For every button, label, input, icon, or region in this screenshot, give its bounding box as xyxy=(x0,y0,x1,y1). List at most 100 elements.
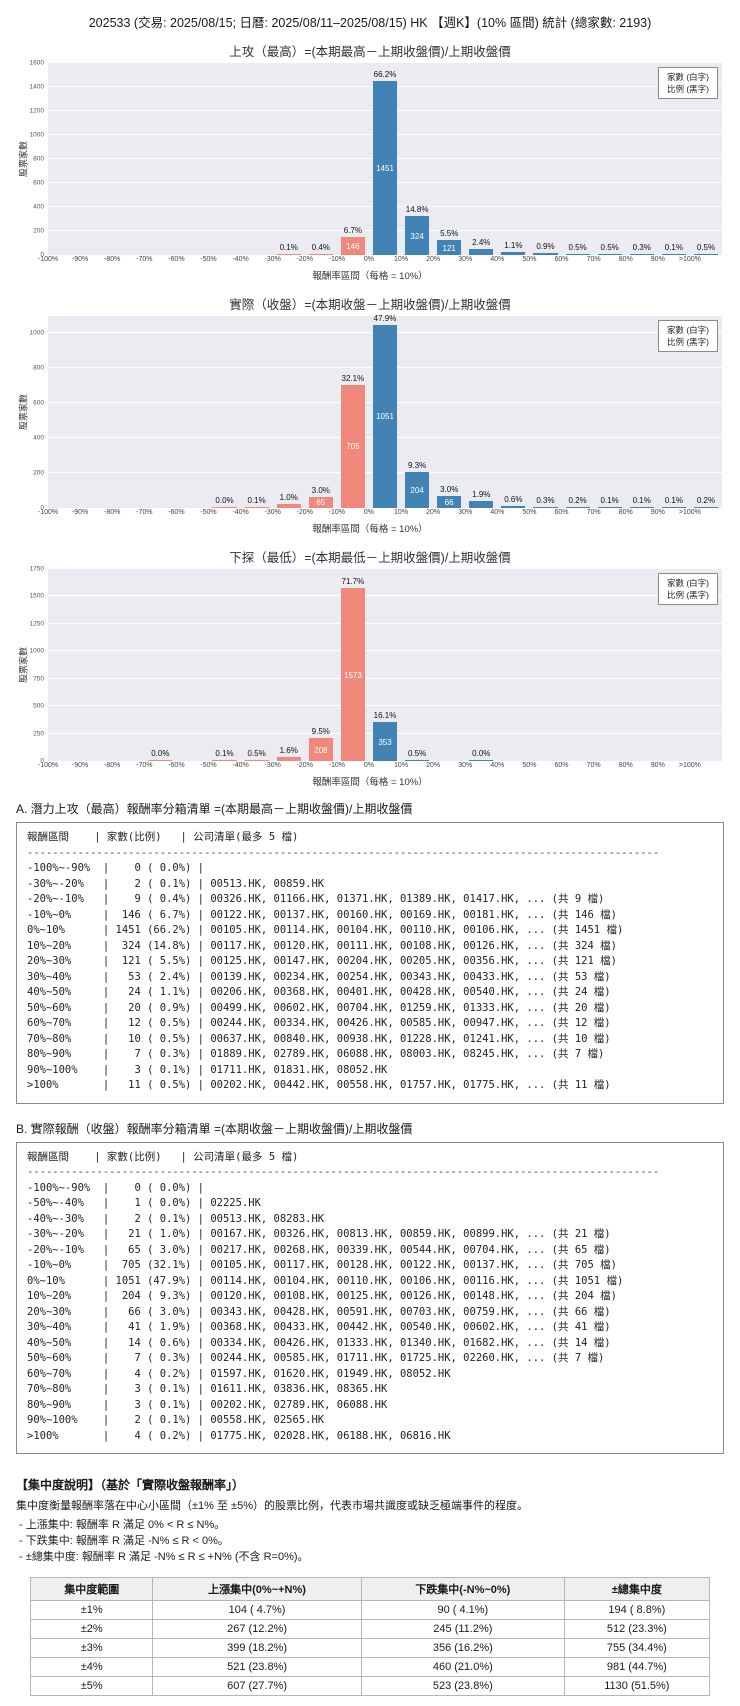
x-tick-label: -90% xyxy=(71,762,89,769)
list-row: 60%~70% | 4 ( 0.2%) | 01597.HK, 01620.HK… xyxy=(27,1367,451,1380)
chart-actual-close: 實際（收盤）=(本期收盤－上期收盤價)/上期收盤價 股票家數 0 200 400 600 8… xyxy=(6,294,734,535)
bar-0% xyxy=(372,722,398,761)
bar->100% xyxy=(693,506,718,508)
x-tick-label: 70% xyxy=(586,509,601,516)
x-tick-label: 30% xyxy=(458,762,473,769)
legend: 家數 (白字) 比例 (黑字) xyxy=(657,573,718,605)
legend-entry: 家數 (白字) xyxy=(666,325,709,335)
list-row: 20%~30% | 66 ( 3.0%) | 00343.HK, 00428.H… xyxy=(27,1305,611,1318)
x-tick-label: 10% xyxy=(394,256,409,263)
bar-30% xyxy=(469,500,494,508)
bar-percent-label: 16.1% xyxy=(373,711,397,721)
table-cell: 104 ( 4.7%) xyxy=(152,1600,362,1620)
list-row: -20%~-10% | 9 ( 0.4%) | 00326.HK, 01166.… xyxy=(27,893,605,905)
x-tick-label: -50% xyxy=(200,762,217,769)
bar->100% xyxy=(693,253,718,255)
x-tick-label: 80% xyxy=(618,256,633,263)
bar-count-label: 66 xyxy=(444,498,454,507)
section-a: A. 潛力上攻（最高）報酬率分箱清單 =(本期最高－上期收盤價)/上期收盤價 報… xyxy=(16,800,724,1104)
concentration-description: 集中度衡量報酬率落在中心小區間（±1% 至 ±5%）的股票比例，代表市場共識度或… xyxy=(16,1500,528,1512)
bar-20% xyxy=(437,496,462,508)
x-tick-label: 90% xyxy=(650,762,665,769)
section-b-columns: 報酬區間 | 家數(比例) | 公司清單(最多 5 檔) xyxy=(27,1150,299,1163)
x-tick-label: -60% xyxy=(168,762,185,769)
legend-entry: 比例 (黑字) xyxy=(666,337,709,347)
concentration-table: 集中度範圍 上漲集中(0%~+N%) 下跌集中(-N%~0%) ±總集中度 ±1% 104… xyxy=(30,1577,710,1696)
x-tick-label: -60% xyxy=(168,256,185,263)
x-tick-label: 70% xyxy=(586,256,601,263)
x-tick-label: 70% xyxy=(586,762,601,769)
x-tick-label: 40% xyxy=(490,509,505,516)
list-row: 70%~80% | 3 ( 0.1%) | 01611.HK, 03836.HK… xyxy=(27,1383,388,1395)
x-tick-label: -100% xyxy=(37,256,59,263)
bar-50% xyxy=(533,252,558,255)
list-row: 40%~50% | 14 ( 0.6%) | 00334.HK, 00426.H… xyxy=(27,1336,611,1349)
x-tick-label: -20% xyxy=(296,509,313,516)
list-row: 50%~60% | 20 ( 0.9%) | 00499.HK, 00602.H… xyxy=(27,1001,611,1014)
bar--10% xyxy=(340,237,365,255)
bar-90% xyxy=(661,253,686,255)
section-b: B. 實際報酬（收盤）報酬率分箱清單 =(本期收盤－上期收盤價)/上期收盤價 報… xyxy=(16,1120,724,1454)
table-cell: 356 (16.2%) xyxy=(360,1638,565,1658)
legend: 家數 (白字) 比例 (黑字) xyxy=(657,320,718,352)
bar-30% xyxy=(469,759,494,761)
table-cell: 981 (44.7%) xyxy=(563,1657,710,1677)
bar--30% xyxy=(276,253,301,255)
bar-percent-label: 0.1% xyxy=(664,495,683,505)
gridline xyxy=(48,705,722,707)
list-row: 0%~10% | 1451 (66.2%) | 00105.HK, 00114.… xyxy=(27,924,624,936)
legend-entry: 比例 (黑字) xyxy=(666,84,709,94)
bar-count-label: 324 xyxy=(410,231,424,241)
bar-percent-label: 0.5% xyxy=(568,242,587,252)
bar--50% xyxy=(212,759,237,761)
bar-percent-label: 3.0% xyxy=(311,485,330,495)
x-tick-label: 20% xyxy=(426,762,441,769)
y-tick-label: 1000 xyxy=(29,329,44,337)
bar-count-label: 1573 xyxy=(343,670,362,680)
x-tick-label: -40% xyxy=(232,509,249,516)
x-tick-label: 50% xyxy=(522,509,537,516)
bar-percent-label: 6.7% xyxy=(343,226,363,236)
bar-60% xyxy=(565,506,590,508)
y-tick-label: 250 xyxy=(33,730,44,738)
bar-count-label: 121 xyxy=(442,243,456,253)
table-cell: 194 ( 8.8%) xyxy=(563,1600,710,1620)
section-a-columns: 報酬區間 | 家數(比例) | 公司清單(最多 5 檔) xyxy=(27,831,299,843)
chart-downside-low: 下探（最低）=(本期最低－上期收盤價)/上期收盤價 股票家數 0 250 500 750 1… xyxy=(6,547,734,788)
table-row: ±1% 104 ( 4.7%) 90 ( 4.1%) 194 ( 8.8%) xyxy=(30,1600,710,1620)
x-tick-label: -80% xyxy=(104,509,121,516)
bar--30% xyxy=(276,504,301,508)
bar-percent-label: 0.3% xyxy=(632,242,651,252)
concentration-section: 【集中度說明】（基於「實際收盤報酬率」） 集中度衡量報酬率落在中心小區間（±1%… xyxy=(16,1476,724,1696)
bar-30% xyxy=(469,248,494,255)
table-header-cell: 集中度範圍 xyxy=(30,1577,154,1601)
list-row: 20%~30% | 121 ( 5.5%) | 00125.HK, 00147.… xyxy=(27,955,617,967)
x-tick-label: 10% xyxy=(394,509,409,516)
bar-percent-label: 0.1% xyxy=(632,495,651,505)
chart-plot-area: 股票家數 0 200 400 600 800 1000 0.0% 0.1% 1.0% 3.0% 65 3… xyxy=(18,314,722,512)
bar-percent-label: 0.1% xyxy=(215,748,234,758)
bar-count-label: 1451 xyxy=(376,163,394,173)
y-tick-label: 400 xyxy=(33,203,44,211)
bar-count-label: 208 xyxy=(314,745,328,755)
table-cell: ±1% xyxy=(30,1600,154,1620)
bar-percent-label: 0.0% xyxy=(472,748,491,758)
bar-count-label: 146 xyxy=(346,242,360,252)
y-tick-label: 1600 xyxy=(29,59,44,67)
table-cell: ±5% xyxy=(30,1676,154,1696)
legend-entry: 家數 (白字) xyxy=(666,72,709,82)
bar-percent-label: 0.1% xyxy=(247,495,266,505)
bar-0% xyxy=(372,80,398,255)
list-row: -30%~-20% | 21 ( 1.0%) | 00167.HK, 00326… xyxy=(27,1228,611,1240)
list-row: -50%~-40% | 1 ( 0.0%) | 02225.HK xyxy=(27,1197,261,1209)
bar--10% xyxy=(340,588,365,761)
x-axis-label: 報酬率區間（每格 = 10%） xyxy=(312,524,428,535)
y-axis-label: 股票家數 xyxy=(18,393,29,431)
x-tick-label: 20% xyxy=(426,256,441,263)
bar-70% xyxy=(597,253,622,255)
bar-count-label: 353 xyxy=(378,737,392,747)
x-tick-label: 60% xyxy=(554,256,569,263)
gridline xyxy=(48,595,722,597)
section-b-title: B. 實際報酬（收盤）報酬率分箱清單 =(本期收盤－上期收盤價)/上期收盤價 xyxy=(16,1121,413,1136)
